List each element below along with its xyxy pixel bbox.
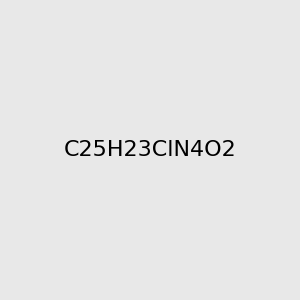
Text: C25H23ClN4O2: C25H23ClN4O2 (64, 140, 236, 160)
